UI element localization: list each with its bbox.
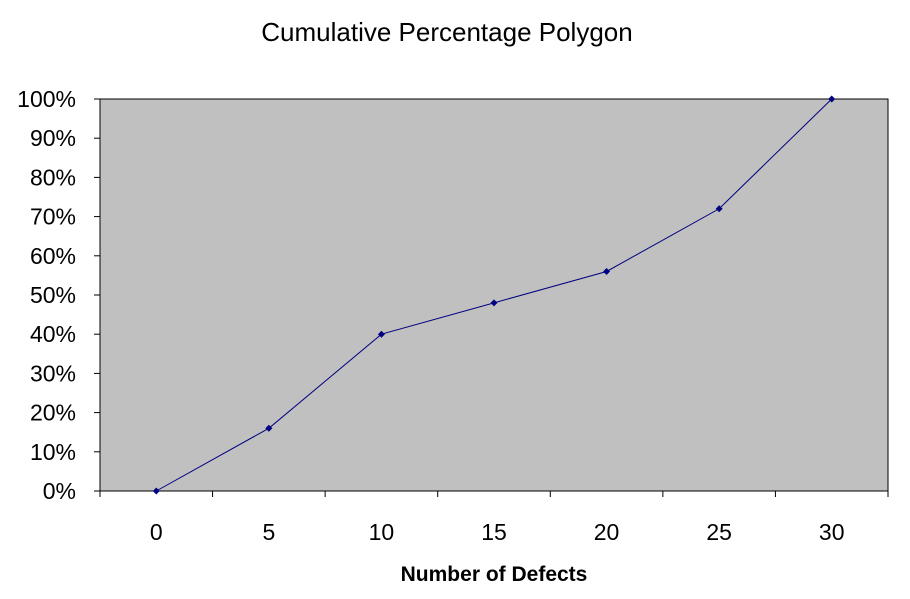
data-point: [377, 330, 385, 338]
x-tick-label: 30: [819, 519, 845, 545]
y-tick-label: 50%: [30, 282, 76, 308]
y-axis: 0% 10% 20% 30% 40% 50% 60% 70% 80% 90% 100%: [17, 86, 101, 504]
x-tick-label: 25: [706, 519, 732, 545]
data-point: [603, 267, 611, 275]
y-tick-label: 40%: [30, 321, 76, 347]
y-tick-label: 90%: [30, 125, 76, 151]
series-group: [152, 95, 836, 495]
x-axis-label: Number of Defects: [401, 563, 588, 586]
y-tick-label: 80%: [30, 164, 76, 190]
y-tick-label: 20%: [30, 400, 76, 426]
plot-area: [99, 98, 889, 492]
data-point: [265, 424, 273, 432]
x-tick-label: 20: [594, 519, 620, 545]
chart-title: Cumulative Percentage Polygon: [261, 17, 632, 47]
y-tick-label: 70%: [30, 204, 76, 230]
x-axis: 0 5 10 15 20 25 30: [99, 490, 889, 545]
y-tick-label: 0%: [43, 478, 76, 504]
x-tick-label: 5: [262, 519, 275, 545]
data-point: [490, 299, 498, 307]
data-point: [715, 205, 723, 213]
y-tick-label: 30%: [30, 360, 76, 386]
x-tick-label: 10: [369, 519, 395, 545]
data-point: [828, 95, 836, 103]
y-tick-label: 10%: [30, 439, 76, 465]
data-point: [152, 487, 160, 495]
x-tick-label: 0: [150, 519, 163, 545]
x-tick-label: 15: [481, 519, 507, 545]
y-tick-label: 60%: [30, 243, 76, 269]
y-tick-label: 100%: [17, 86, 76, 112]
